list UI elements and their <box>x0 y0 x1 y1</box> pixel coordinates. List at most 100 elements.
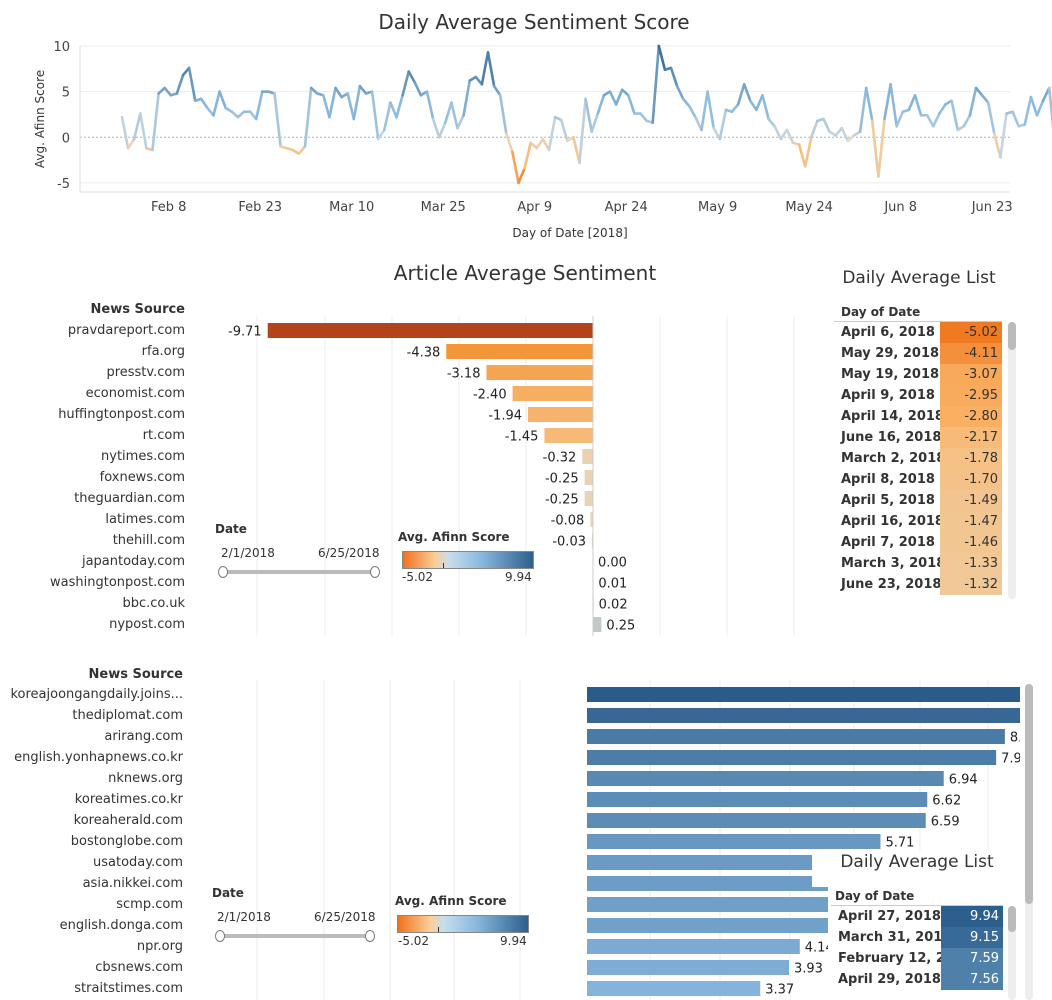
line-segment <box>413 81 423 97</box>
daily-list-title-top: Daily Average List <box>842 268 996 288</box>
date-slider-handle-start-bottom[interactable] <box>215 930 225 942</box>
daily-list-value: 7.59 <box>941 948 1003 969</box>
date-end-bottom: 6/25/2018 <box>314 910 376 924</box>
line-segment <box>822 117 831 134</box>
daily-list-date: April 5, 2018 <box>841 493 935 508</box>
daily-list-date: March 2, 2018 <box>841 451 946 466</box>
line-segment <box>669 66 679 88</box>
daily-list-scroll-thumb-bottom[interactable] <box>1008 906 1016 932</box>
daily-list-date: March 3, 2018 <box>841 556 946 571</box>
line-segment <box>913 93 923 117</box>
news-source-label: straitstimes.com <box>74 981 183 996</box>
line-segment <box>187 66 197 103</box>
line-chart[interactable]: 10 5 0 -5 Feb 8 Feb 23 Mar 10 Mar 25 Apr 9 Apr 24… <box>0 40 1052 240</box>
daily-list-row[interactable]: May 29, 2018 -4.11 <box>834 343 1002 364</box>
daily-list-row[interactable]: April 29, 2018 7.56 <box>831 969 1003 990</box>
bar-value-label: 3.93 <box>794 962 823 977</box>
daily-list-date: April 14, 2018 <box>841 409 944 424</box>
daily-list-date: March 31, 2018 <box>838 930 952 945</box>
date-slider-handle-start-top[interactable] <box>218 566 228 578</box>
line-segment <box>376 128 386 141</box>
line-segment <box>779 128 789 141</box>
line-segment <box>541 137 551 152</box>
line-segment <box>694 115 703 132</box>
bottom-panel-scrollbar[interactable] <box>1025 684 1033 1000</box>
line-segment <box>572 135 581 165</box>
bar-chart-negative[interactable]: -9.71 -4.38 -3.18 -2.40 -1.94 -1.45 -0.32 -0.25… <box>190 316 830 636</box>
daily-list-date: April 6, 2018 <box>841 325 935 340</box>
bar-value-label: -1.45 <box>505 430 539 445</box>
daily-list-row[interactable]: April 9, 2018 -2.95 <box>834 385 1002 406</box>
line-segment <box>309 86 319 95</box>
news-source-label: japantoday.com <box>81 554 185 569</box>
bar <box>512 386 593 401</box>
line-segment <box>175 73 185 95</box>
date-slider-handle-end-bottom[interactable] <box>365 930 375 942</box>
line-segment <box>681 97 691 108</box>
news-source-label: bostonglobe.com <box>70 834 183 849</box>
daily-list-value: 9.94 <box>941 906 1003 927</box>
daily-list-row[interactable]: April 5, 2018 -1.49 <box>834 490 1002 511</box>
line-segment <box>809 119 819 139</box>
line-segment <box>986 101 996 135</box>
line-segment <box>535 137 545 150</box>
daily-list-row[interactable]: April 6, 2018 -5.02 <box>834 322 1002 343</box>
daily-list-row[interactable]: April 16, 2018 -1.47 <box>834 511 1002 532</box>
bar <box>590 512 593 527</box>
daily-list-row[interactable]: April 27, 2018 9.94 <box>831 906 1003 927</box>
line-segment <box>1035 99 1045 117</box>
daily-list-value: -1.32 <box>940 574 1002 595</box>
daily-list-bottom[interactable]: April 27, 2018 9.94 March 31, 2018 9.15 Febr… <box>831 906 1003 1000</box>
bar-value-label: 6.59 <box>931 815 960 830</box>
date-slider-handle-end-top[interactable] <box>370 566 380 578</box>
date-slider-track-top[interactable] <box>218 566 380 578</box>
bottom-panel-scroll-thumb[interactable] <box>1025 684 1033 904</box>
daily-list-scrollbar-top[interactable] <box>1008 322 1016 599</box>
daily-list-row[interactable]: June 23, 2018 -1.32 <box>834 574 1002 595</box>
news-source-label: koreatimes.co.kr <box>74 792 183 807</box>
daily-list-row[interactable]: May 19, 2018 -3.07 <box>834 364 1002 385</box>
bar-value-label: 5.71 <box>885 836 914 851</box>
line-segment <box>498 93 508 135</box>
news-source-label: rt.com <box>142 428 185 443</box>
daily-list-row[interactable]: April 14, 2018 -2.80 <box>834 406 1002 427</box>
daily-list-top[interactable]: April 6, 2018 -5.02 May 29, 2018 -4.11 May 1… <box>834 322 1002 599</box>
daily-list-row[interactable]: February 12, 2018 7.59 <box>831 948 1003 969</box>
daily-list-value: -1.33 <box>940 553 1002 574</box>
line-segment <box>626 93 636 115</box>
news-source-label: rfa.org <box>141 344 185 359</box>
daily-list-row[interactable]: March 3, 2018 -1.33 <box>834 553 1002 574</box>
bar <box>587 939 800 954</box>
line-segment <box>706 90 716 130</box>
daily-list-scroll-thumb-top[interactable] <box>1008 322 1016 350</box>
bar-value-label: 0.01 <box>598 577 627 592</box>
x-tick-label: Jun 8 <box>883 200 917 215</box>
daily-list-row[interactable]: June 16, 2018 -2.17 <box>834 427 1002 448</box>
daily-list-value: -5.02 <box>940 322 1002 343</box>
line-segment <box>718 108 728 141</box>
news-source-label: thediplomat.com <box>72 708 183 723</box>
line-segment <box>962 114 972 128</box>
bar-chart-positive[interactable]: 10.659.648.137.966.946.626.595.715.455.3… <box>190 680 1020 1000</box>
bar <box>486 365 593 380</box>
news-source-header-bottom: News Source <box>88 667 183 682</box>
line-segment <box>883 83 892 121</box>
line-segment <box>139 112 148 150</box>
daily-list-row[interactable]: March 31, 2018 9.15 <box>831 927 1003 948</box>
bar-value-label: -0.32 <box>543 451 577 466</box>
date-slider-track-bottom[interactable] <box>215 930 375 942</box>
line-segment <box>767 117 777 128</box>
y-axis-label: Avg. Afinn Score <box>33 70 47 168</box>
daily-list-row[interactable]: April 7, 2018 -1.46 <box>834 532 1002 553</box>
daily-list-value: 9.15 <box>941 927 1003 948</box>
daily-list-value: -1.46 <box>940 532 1002 553</box>
line-segment <box>620 88 630 97</box>
daily-list-row[interactable]: April 8, 2018 -1.70 <box>834 469 1002 490</box>
daily-list-scrollbar-bottom[interactable] <box>1008 906 1016 1000</box>
news-source-label: english.yonhapnews.co.kr <box>14 750 183 765</box>
line-segment <box>846 134 856 143</box>
daily-list-value: -2.80 <box>940 406 1002 427</box>
daily-list-row[interactable]: March 2, 2018 -1.78 <box>834 448 1002 469</box>
line-segment <box>230 110 240 119</box>
news-source-label: economist.com <box>85 386 185 401</box>
